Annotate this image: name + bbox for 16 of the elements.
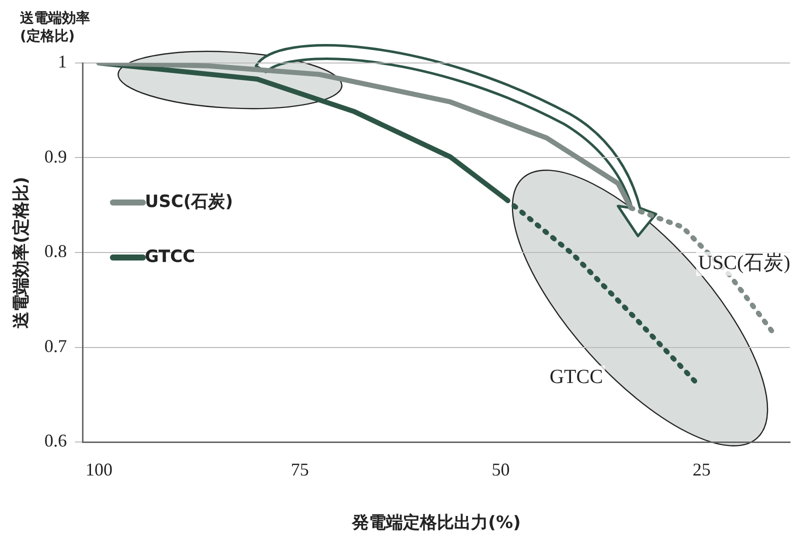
y-tick-label: 0.9 <box>44 146 67 166</box>
y-tick-label: 1 <box>58 52 67 72</box>
x-tick-label: 50 <box>492 460 510 480</box>
y-tick-label: 0.6 <box>44 430 67 451</box>
x-axis-title: 発電端定格比出力(%) <box>351 513 521 534</box>
y-tick-label: 0.8 <box>44 241 67 262</box>
legend-label: USC(石炭) <box>144 192 233 212</box>
y-tick-label: 0.7 <box>44 336 67 356</box>
legend-label: GTCC <box>144 246 196 267</box>
annotation: USC(石炭) <box>698 252 790 274</box>
annotation: GTCC <box>550 366 603 388</box>
x-tick-label: 100 <box>85 460 112 480</box>
x-tick-label: 25 <box>692 460 711 480</box>
text: 送電端効率 (定格比) <box>19 10 90 45</box>
x-tick-label: 75 <box>290 460 309 480</box>
y-axis-title: 送電端効率(定格比) <box>12 176 32 330</box>
